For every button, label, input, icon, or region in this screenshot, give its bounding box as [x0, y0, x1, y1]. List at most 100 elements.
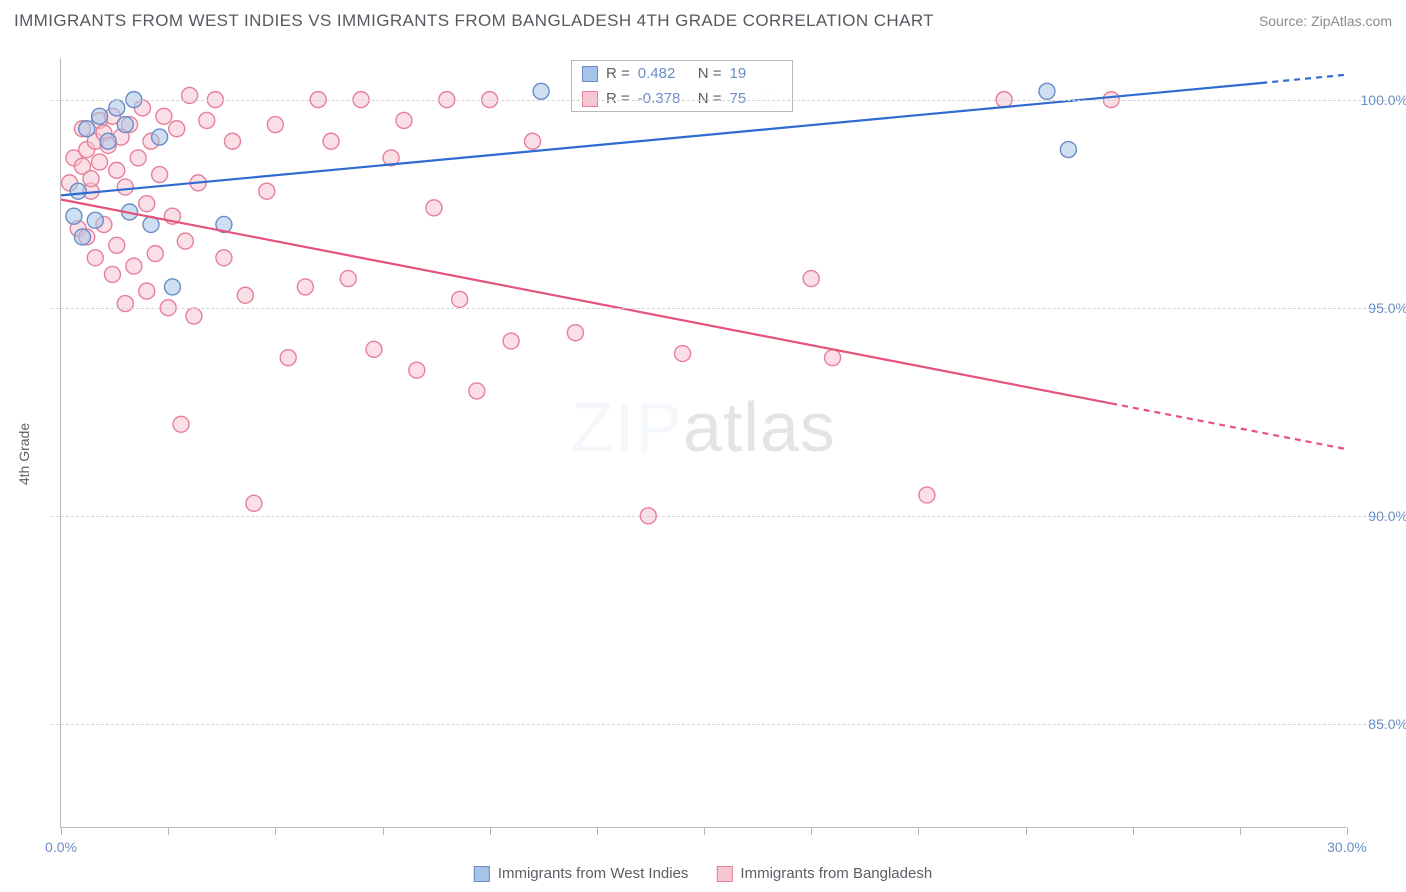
- x-tick: [1347, 827, 1348, 835]
- y-tick-label: 95.0%: [1368, 300, 1406, 316]
- data-point: [503, 333, 519, 349]
- data-point: [117, 179, 133, 195]
- data-point: [139, 283, 155, 299]
- data-point: [117, 117, 133, 133]
- data-point: [100, 133, 116, 149]
- legend-item: Immigrants from Bangladesh: [716, 865, 932, 882]
- data-point: [173, 416, 189, 432]
- data-point: [409, 362, 425, 378]
- y-tick-label: 100.0%: [1361, 92, 1406, 108]
- source-label: Source: ZipAtlas.com: [1259, 13, 1392, 29]
- x-tick: [704, 827, 705, 835]
- data-point: [92, 108, 108, 124]
- data-point: [79, 121, 95, 137]
- data-point: [139, 196, 155, 212]
- stats-n-value: 75: [730, 90, 782, 107]
- regression-line-extend: [1261, 75, 1347, 83]
- x-tick: [383, 827, 384, 835]
- data-point: [164, 279, 180, 295]
- legend-swatch: [474, 866, 490, 882]
- y-tick-label: 85.0%: [1368, 716, 1406, 732]
- x-tick: [275, 827, 276, 835]
- data-point: [83, 171, 99, 187]
- x-tick-label: 0.0%: [45, 839, 77, 855]
- data-point: [366, 341, 382, 357]
- x-tick: [811, 827, 812, 835]
- legend-label: Immigrants from West Indies: [498, 865, 689, 882]
- data-point: [1060, 142, 1076, 158]
- grid-line: [51, 724, 1396, 725]
- stats-box: R =0.482N =19R =-0.378N =75: [571, 60, 793, 112]
- data-point: [182, 87, 198, 103]
- regression-line-extend: [1111, 403, 1347, 449]
- x-tick: [1133, 827, 1134, 835]
- data-point: [126, 258, 142, 274]
- legend-swatch: [716, 866, 732, 882]
- data-point: [169, 121, 185, 137]
- data-point: [109, 162, 125, 178]
- x-tick: [918, 827, 919, 835]
- data-point: [533, 83, 549, 99]
- legend-label: Immigrants from Bangladesh: [740, 865, 932, 882]
- stats-n-label: N =: [698, 65, 722, 82]
- data-point: [452, 291, 468, 307]
- data-point: [259, 183, 275, 199]
- x-tick: [61, 827, 62, 835]
- data-point: [280, 350, 296, 366]
- title-bar: IMMIGRANTS FROM WEST INDIES VS IMMIGRANT…: [0, 0, 1406, 42]
- x-tick: [1240, 827, 1241, 835]
- x-tick: [597, 827, 598, 835]
- chart-title: IMMIGRANTS FROM WEST INDIES VS IMMIGRANT…: [14, 11, 934, 31]
- data-point: [152, 129, 168, 145]
- data-point: [426, 200, 442, 216]
- data-point: [919, 487, 935, 503]
- data-point: [216, 250, 232, 266]
- data-point: [156, 108, 172, 124]
- data-point: [297, 279, 313, 295]
- stats-r-label: R =: [606, 65, 630, 82]
- data-point: [104, 266, 120, 282]
- y-tick-label: 90.0%: [1368, 508, 1406, 524]
- data-point: [147, 246, 163, 262]
- legend-bottom: Immigrants from West Indies Immigrants fr…: [474, 865, 932, 882]
- stats-r-label: R =: [606, 90, 630, 107]
- data-point: [525, 133, 541, 149]
- data-point: [109, 100, 125, 116]
- stats-swatch: [582, 91, 598, 107]
- data-point: [70, 183, 86, 199]
- data-point: [117, 296, 133, 312]
- x-tick: [490, 827, 491, 835]
- y-axis-title: 4th Grade: [16, 423, 32, 485]
- stats-n-value: 19: [730, 65, 782, 82]
- data-point: [130, 150, 146, 166]
- stats-n-label: N =: [698, 90, 722, 107]
- x-tick: [168, 827, 169, 835]
- data-point: [152, 167, 168, 183]
- plot-svg: [61, 58, 1346, 827]
- data-point: [87, 250, 103, 266]
- stats-row: R =-0.378N =75: [572, 86, 792, 111]
- data-point: [340, 271, 356, 287]
- data-point: [567, 325, 583, 341]
- legend-item: Immigrants from West Indies: [474, 865, 689, 882]
- data-point: [675, 346, 691, 362]
- stats-r-value: 0.482: [638, 65, 690, 82]
- regression-line: [61, 200, 1111, 404]
- data-point: [825, 350, 841, 366]
- data-point: [267, 117, 283, 133]
- data-point: [469, 383, 485, 399]
- stats-row: R = 0.482 N = 19: [572, 61, 792, 86]
- data-point: [1039, 83, 1055, 99]
- plot-area: ZIPatlas R =0.482N =19R =-0.378N =75 85.…: [60, 58, 1346, 828]
- grid-line: [51, 308, 1396, 309]
- data-point: [109, 237, 125, 253]
- stats-swatch: [582, 66, 598, 82]
- x-tick: [1026, 827, 1027, 835]
- data-point: [246, 495, 262, 511]
- data-point: [92, 154, 108, 170]
- data-point: [323, 133, 339, 149]
- data-point: [237, 287, 253, 303]
- grid-line: [51, 100, 1396, 101]
- data-point: [224, 133, 240, 149]
- x-tick-label: 30.0%: [1327, 839, 1367, 855]
